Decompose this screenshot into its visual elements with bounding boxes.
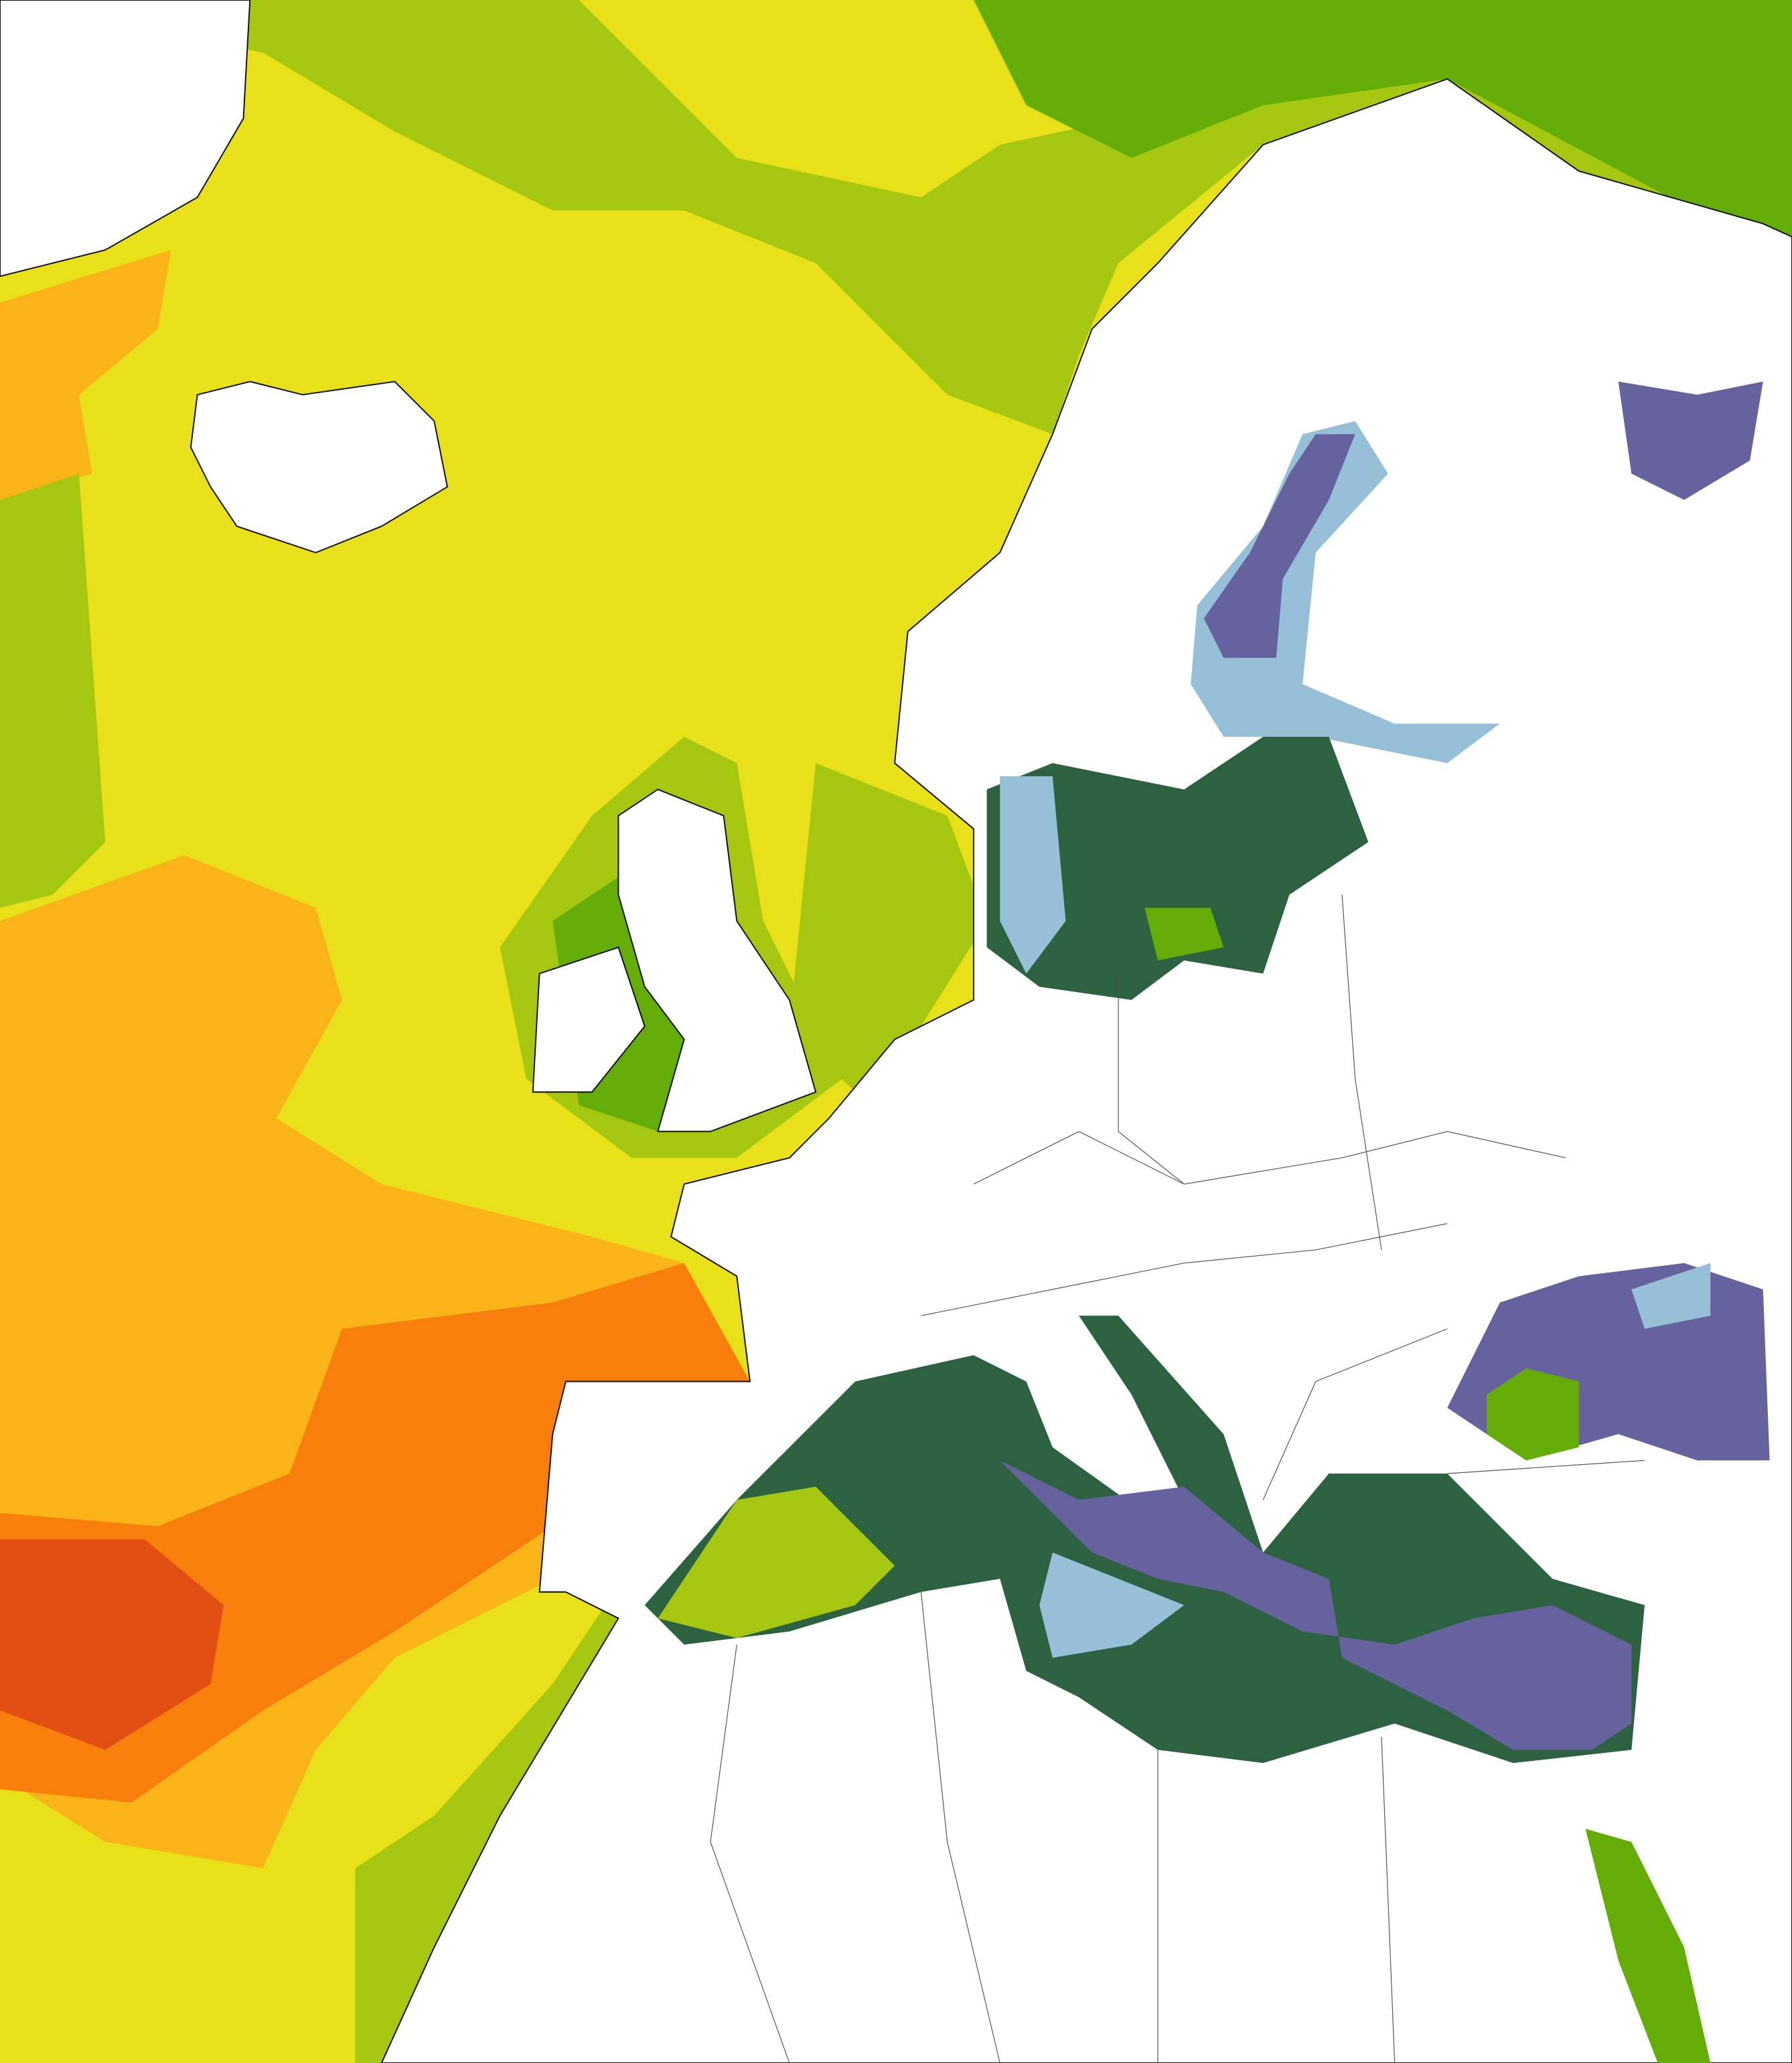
sea-light-blue <box>1000 776 1066 974</box>
field-light-green <box>789 763 987 1092</box>
sea-light-green <box>658 1486 895 1638</box>
field-light-green <box>0 0 1792 435</box>
sea-purple <box>1000 1460 1632 1750</box>
greenland <box>0 0 251 277</box>
sea-purple <box>1203 434 1355 658</box>
great-britain <box>617 788 817 1133</box>
field-green <box>973 0 1792 263</box>
sea-light-blue <box>1039 1552 1185 1658</box>
sea-green <box>1585 1829 1711 2063</box>
sea-green <box>1487 1368 1579 1461</box>
sea-light-blue <box>1191 421 1500 764</box>
sea-light-blue <box>1631 1263 1711 1329</box>
sea-purple <box>1618 381 1763 500</box>
country-borders <box>710 894 1645 2063</box>
ireland <box>532 946 646 1093</box>
field-orange <box>0 250 171 500</box>
field-red <box>0 1539 224 1750</box>
field-light-green <box>0 474 106 908</box>
sea-dark-green <box>986 737 1369 1000</box>
iceland <box>190 380 449 554</box>
sea-green <box>1144 908 1224 961</box>
